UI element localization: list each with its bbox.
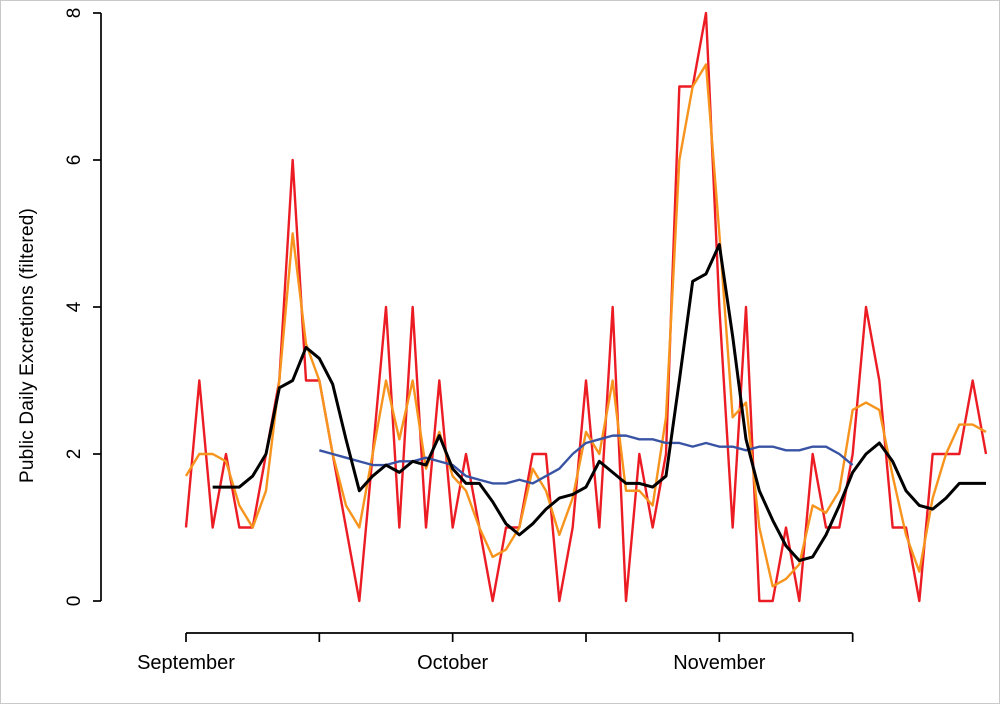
y-tick-label: 4 [64,301,85,312]
x-tick-label-september: September [137,652,235,674]
y-tick-label: 6 [64,155,85,166]
x-tick-label-november: November [673,652,766,674]
y-tick-label: 2 [64,449,85,460]
y-axis-title: Public Daily Excretions (filtered) [17,208,38,483]
y-tick-label: 8 [64,8,85,19]
series-short-filter-line [184,63,987,588]
series-long-filter-line [319,434,854,485]
series-medium-filter-line [212,243,986,563]
x-tick-label-october: October [417,652,488,674]
y-tick-label: 0 [64,596,85,607]
series-raw-daily-values-line [184,11,988,603]
